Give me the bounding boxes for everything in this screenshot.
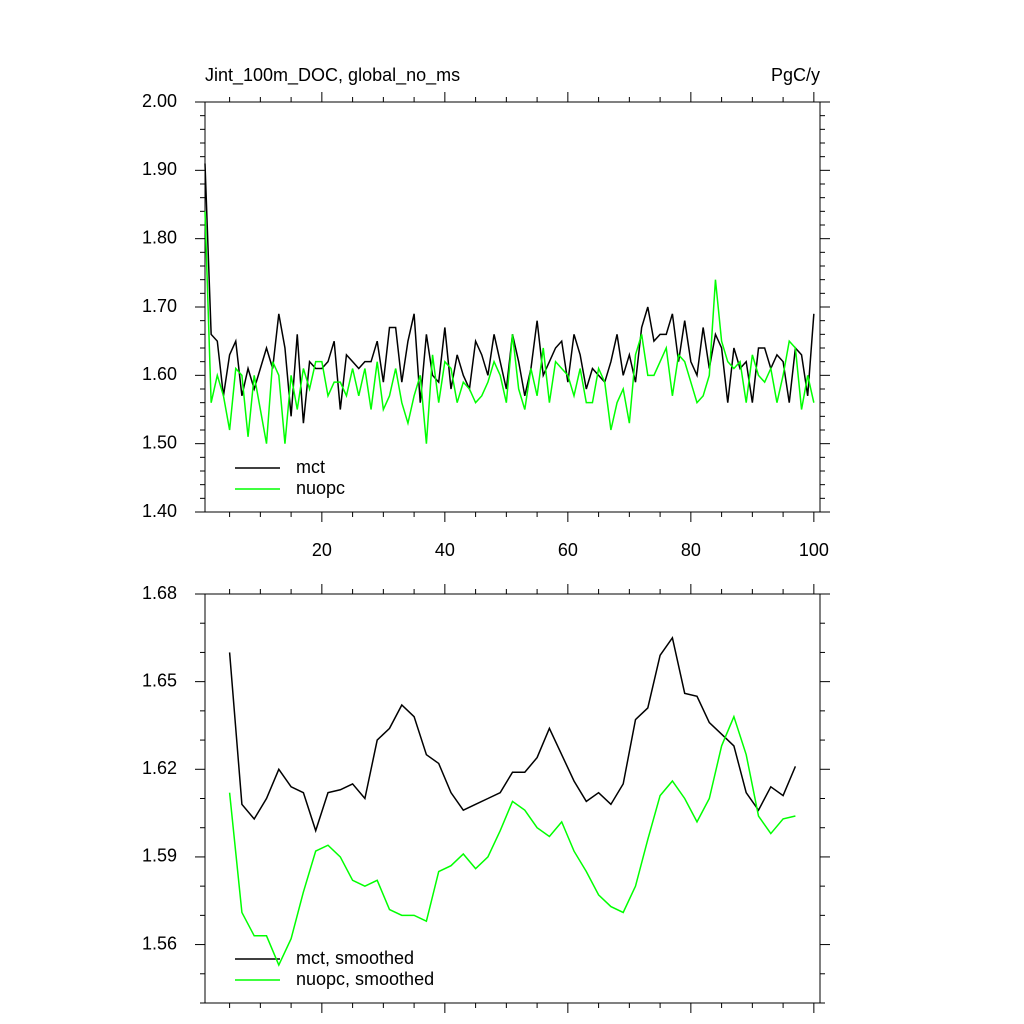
y-tick-label: 1.65: [142, 670, 177, 690]
series-line: [204, 163, 815, 424]
y-tick-label: 1.60: [142, 364, 177, 384]
y-tick-label: 1.70: [142, 296, 177, 316]
x-tick-label: 20: [312, 540, 332, 560]
legend-label: mct: [296, 457, 325, 477]
x-tick-label: 100: [799, 540, 829, 560]
legend-label: nuopc, smoothed: [296, 969, 434, 989]
y-tick-label: 1.68: [142, 583, 177, 603]
y-tick-label: 1.56: [142, 933, 177, 953]
series-line: [204, 211, 815, 444]
y-tick-label: 1.59: [142, 846, 177, 866]
y-tick-label: 1.50: [142, 432, 177, 452]
y-tick-label: 1.80: [142, 227, 177, 247]
series-line: [228, 635, 797, 834]
x-tick-label: 80: [681, 540, 701, 560]
y-tick-label: 1.40: [142, 501, 177, 521]
chart-title: Jint_100m_DOC, global_no_ms: [205, 65, 460, 86]
legend-label: mct, smoothed: [296, 948, 414, 968]
y-tick-label: 2.00: [142, 91, 177, 111]
y-tick-label: 1.62: [142, 758, 177, 778]
plot-frame: [204, 101, 821, 513]
series-line: [228, 714, 796, 967]
plot-frame: [204, 593, 821, 1004]
x-tick-label: 40: [435, 540, 455, 560]
units-label: PgC/y: [771, 65, 820, 85]
x-tick-label: 60: [558, 540, 578, 560]
legend-label: nuopc: [296, 478, 345, 498]
y-tick-label: 1.90: [142, 159, 177, 179]
